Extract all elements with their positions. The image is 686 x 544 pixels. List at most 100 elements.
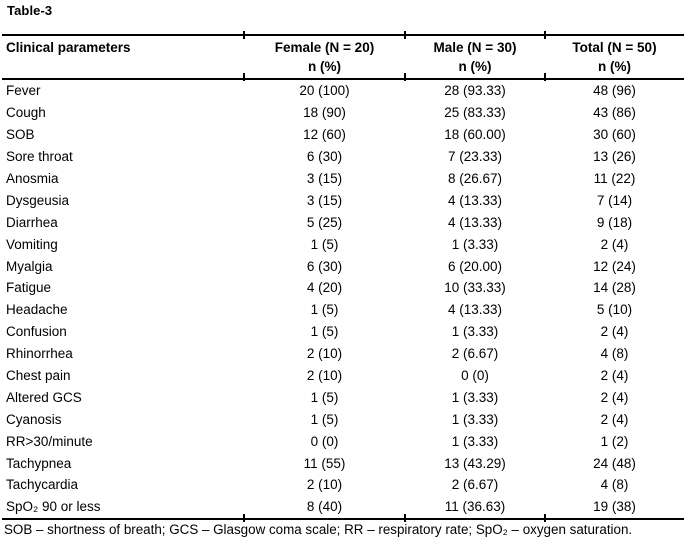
table-row: Tachypnea 11 (55) 13 (43.29) 24 (48) — [2, 452, 684, 474]
male-value-cell: 4 (13.33) — [447, 302, 503, 318]
male-value-cell: 4 (13.33) — [447, 214, 503, 230]
total-value-cell: 48 (96) — [593, 83, 636, 99]
male-value-cell: 1 (3.33) — [451, 433, 499, 449]
table-row: Rhinorrhea 2 (10) 2 (6.67) 4 (8) — [2, 343, 684, 365]
column-header-label: Total (N = 50) — [572, 40, 657, 55]
female-value-cell: 5 (25) — [306, 214, 343, 230]
parameter-cell: Dysgeusia — [6, 192, 70, 208]
total-value-cell: 24 (48) — [593, 455, 636, 471]
parameter-cell: Chest pain — [6, 368, 71, 384]
male-value-cell: 4 (13.33) — [447, 192, 503, 208]
male-value-cell: 1 (3.33) — [451, 324, 499, 340]
female-value-cell: 1 (5) — [310, 389, 339, 405]
male-value-cell: 2 (6.67) — [451, 346, 499, 362]
total-value-cell: 30 (60) — [593, 127, 636, 143]
column-header-male: Male (N = 30) n (%) — [405, 35, 545, 79]
parameter-cell: Sore throat — [6, 149, 73, 165]
parameter-cell: RR>30/minute — [6, 433, 93, 449]
female-value-cell: 6 (30) — [306, 149, 343, 165]
total-value-cell: 9 (18) — [596, 214, 633, 230]
total-value-cell: 7 (14) — [596, 192, 633, 208]
column-header-label: Male (N = 30) — [433, 40, 517, 55]
total-value-cell: 14 (28) — [593, 280, 636, 296]
male-value-cell: 0 (0) — [461, 368, 489, 384]
total-value-cell: 1 (2) — [600, 433, 629, 449]
female-value-cell: 2 (10) — [306, 477, 343, 493]
female-value-cell: 8 (40) — [306, 499, 343, 515]
table-footnote: SOB – shortness of breath; GCS – Glasgow… — [4, 522, 633, 537]
column-header-clinical-parameters: Clinical parameters — [2, 35, 244, 79]
total-value-cell: 19 (38) — [593, 499, 636, 515]
table-row: SpO₂ 90 or less 8 (40) 11 (36.63) 19 (38) — [2, 496, 684, 519]
total-value-cell: 2 (4) — [600, 368, 629, 384]
table-row: SOB 12 (60) 18 (60.00) 30 (60) — [2, 124, 684, 146]
total-value-cell: 2 (4) — [600, 411, 629, 427]
total-value-cell: 2 (4) — [600, 236, 629, 252]
parameter-cell: Tachycardia — [6, 477, 79, 493]
male-value-cell: 1 (3.33) — [451, 411, 499, 427]
column-tick — [544, 73, 546, 81]
female-value-cell: 3 (15) — [306, 171, 343, 186]
table-title: Table-3 — [7, 3, 53, 18]
column-tick — [544, 31, 546, 39]
parameter-cell: Headache — [6, 302, 68, 318]
table-row: Confusion 1 (5) 1 (3.33) 2 (4) — [2, 321, 684, 343]
total-value-cell: 43 (86) — [593, 105, 636, 121]
table-row: RR>30/minute 0 (0) 1 (3.33) 1 (2) — [2, 430, 684, 452]
female-value-cell: 2 (10) — [306, 346, 343, 362]
parameter-cell: Cough — [6, 105, 46, 121]
female-value-cell: 20 (100) — [299, 83, 350, 99]
column-tick — [404, 31, 406, 39]
header-row: Clinical parameters Female (N = 20) n (%… — [2, 35, 684, 79]
table-row: Fatigue 4 (20) 10 (33.33) 14 (28) — [2, 277, 684, 299]
table-row: Altered GCS 1 (5) 1 (3.33) 2 (4) — [2, 386, 684, 408]
female-value-cell: 1 (5) — [310, 236, 339, 252]
table-row: Diarrhea 5 (25) 4 (13.33) 9 (18) — [2, 211, 684, 233]
table-row: Headache 1 (5) 4 (13.33) 5 (10) — [2, 299, 684, 321]
male-value-cell: 25 (83.33) — [444, 105, 506, 121]
column-header-sublabel: n (%) — [598, 59, 631, 74]
parameter-cell: Myalgia — [6, 258, 53, 274]
female-value-cell: 11 (55) — [303, 455, 346, 471]
parameter-cell: Vomiting — [6, 236, 58, 252]
total-value-cell: 4 (8) — [600, 346, 629, 362]
female-value-cell: 0 (0) — [310, 433, 339, 449]
table-row: Cyanosis 1 (5) 1 (3.33) 2 (4) — [2, 408, 684, 430]
male-value-cell: 2 (6.67) — [451, 477, 499, 493]
female-value-cell: 1 (5) — [310, 411, 339, 427]
column-header-sublabel: n (%) — [308, 59, 341, 74]
clinical-parameters-table: Clinical parameters Female (N = 20) n (%… — [2, 34, 684, 520]
male-value-cell: 13 (43.29) — [444, 455, 506, 471]
column-tick — [404, 514, 406, 522]
table-row: Tachycardia 2 (10) 2 (6.67) 4 (8) — [2, 474, 684, 496]
total-value-cell: 5 (10) — [596, 302, 633, 318]
parameter-cell: Fever — [6, 83, 41, 99]
table-row: Cough 18 (90) 25 (83.33) 43 (86) — [2, 102, 684, 124]
female-value-cell: 1 (5) — [310, 302, 339, 318]
parameter-cell: Altered GCS — [6, 389, 82, 405]
female-value-cell: 3 (15) — [306, 192, 343, 208]
total-value-cell: 13 (26) — [593, 149, 636, 165]
column-tick — [544, 514, 546, 522]
column-header-sublabel: n (%) — [458, 59, 492, 74]
parameter-cell: Anosmia — [6, 171, 59, 186]
total-value-cell: 2 (4) — [600, 389, 629, 405]
male-value-cell: 10 (33.33) — [444, 280, 506, 296]
table-body: Fever 20 (100) 28 (93.33) 48 (96) Cough 18 (9… — [2, 79, 684, 519]
female-value-cell: 18 (90) — [303, 105, 346, 121]
female-value-cell: 1 (5) — [310, 324, 339, 340]
parameter-cell: Rhinorrhea — [6, 346, 73, 362]
parameter-cell: Fatigue — [6, 280, 52, 296]
table-row: Fever 20 (100) 28 (93.33) 48 (96) — [2, 79, 684, 102]
female-value-cell: 6 (30) — [306, 258, 343, 274]
column-header-total: Total (N = 50) n (%) — [545, 35, 684, 79]
male-value-cell: 18 (60.00) — [444, 127, 506, 143]
table-row: Chest pain 2 (10) 0 (0) 2 (4) — [2, 365, 684, 387]
column-tick — [404, 73, 406, 81]
male-value-cell: 1 (3.33) — [451, 389, 499, 405]
female-value-cell: 2 (10) — [306, 368, 343, 384]
total-value-cell: 11 (22) — [593, 171, 636, 186]
male-value-cell: 1 (3.33) — [451, 236, 499, 252]
total-value-cell: 2 (4) — [600, 324, 629, 340]
